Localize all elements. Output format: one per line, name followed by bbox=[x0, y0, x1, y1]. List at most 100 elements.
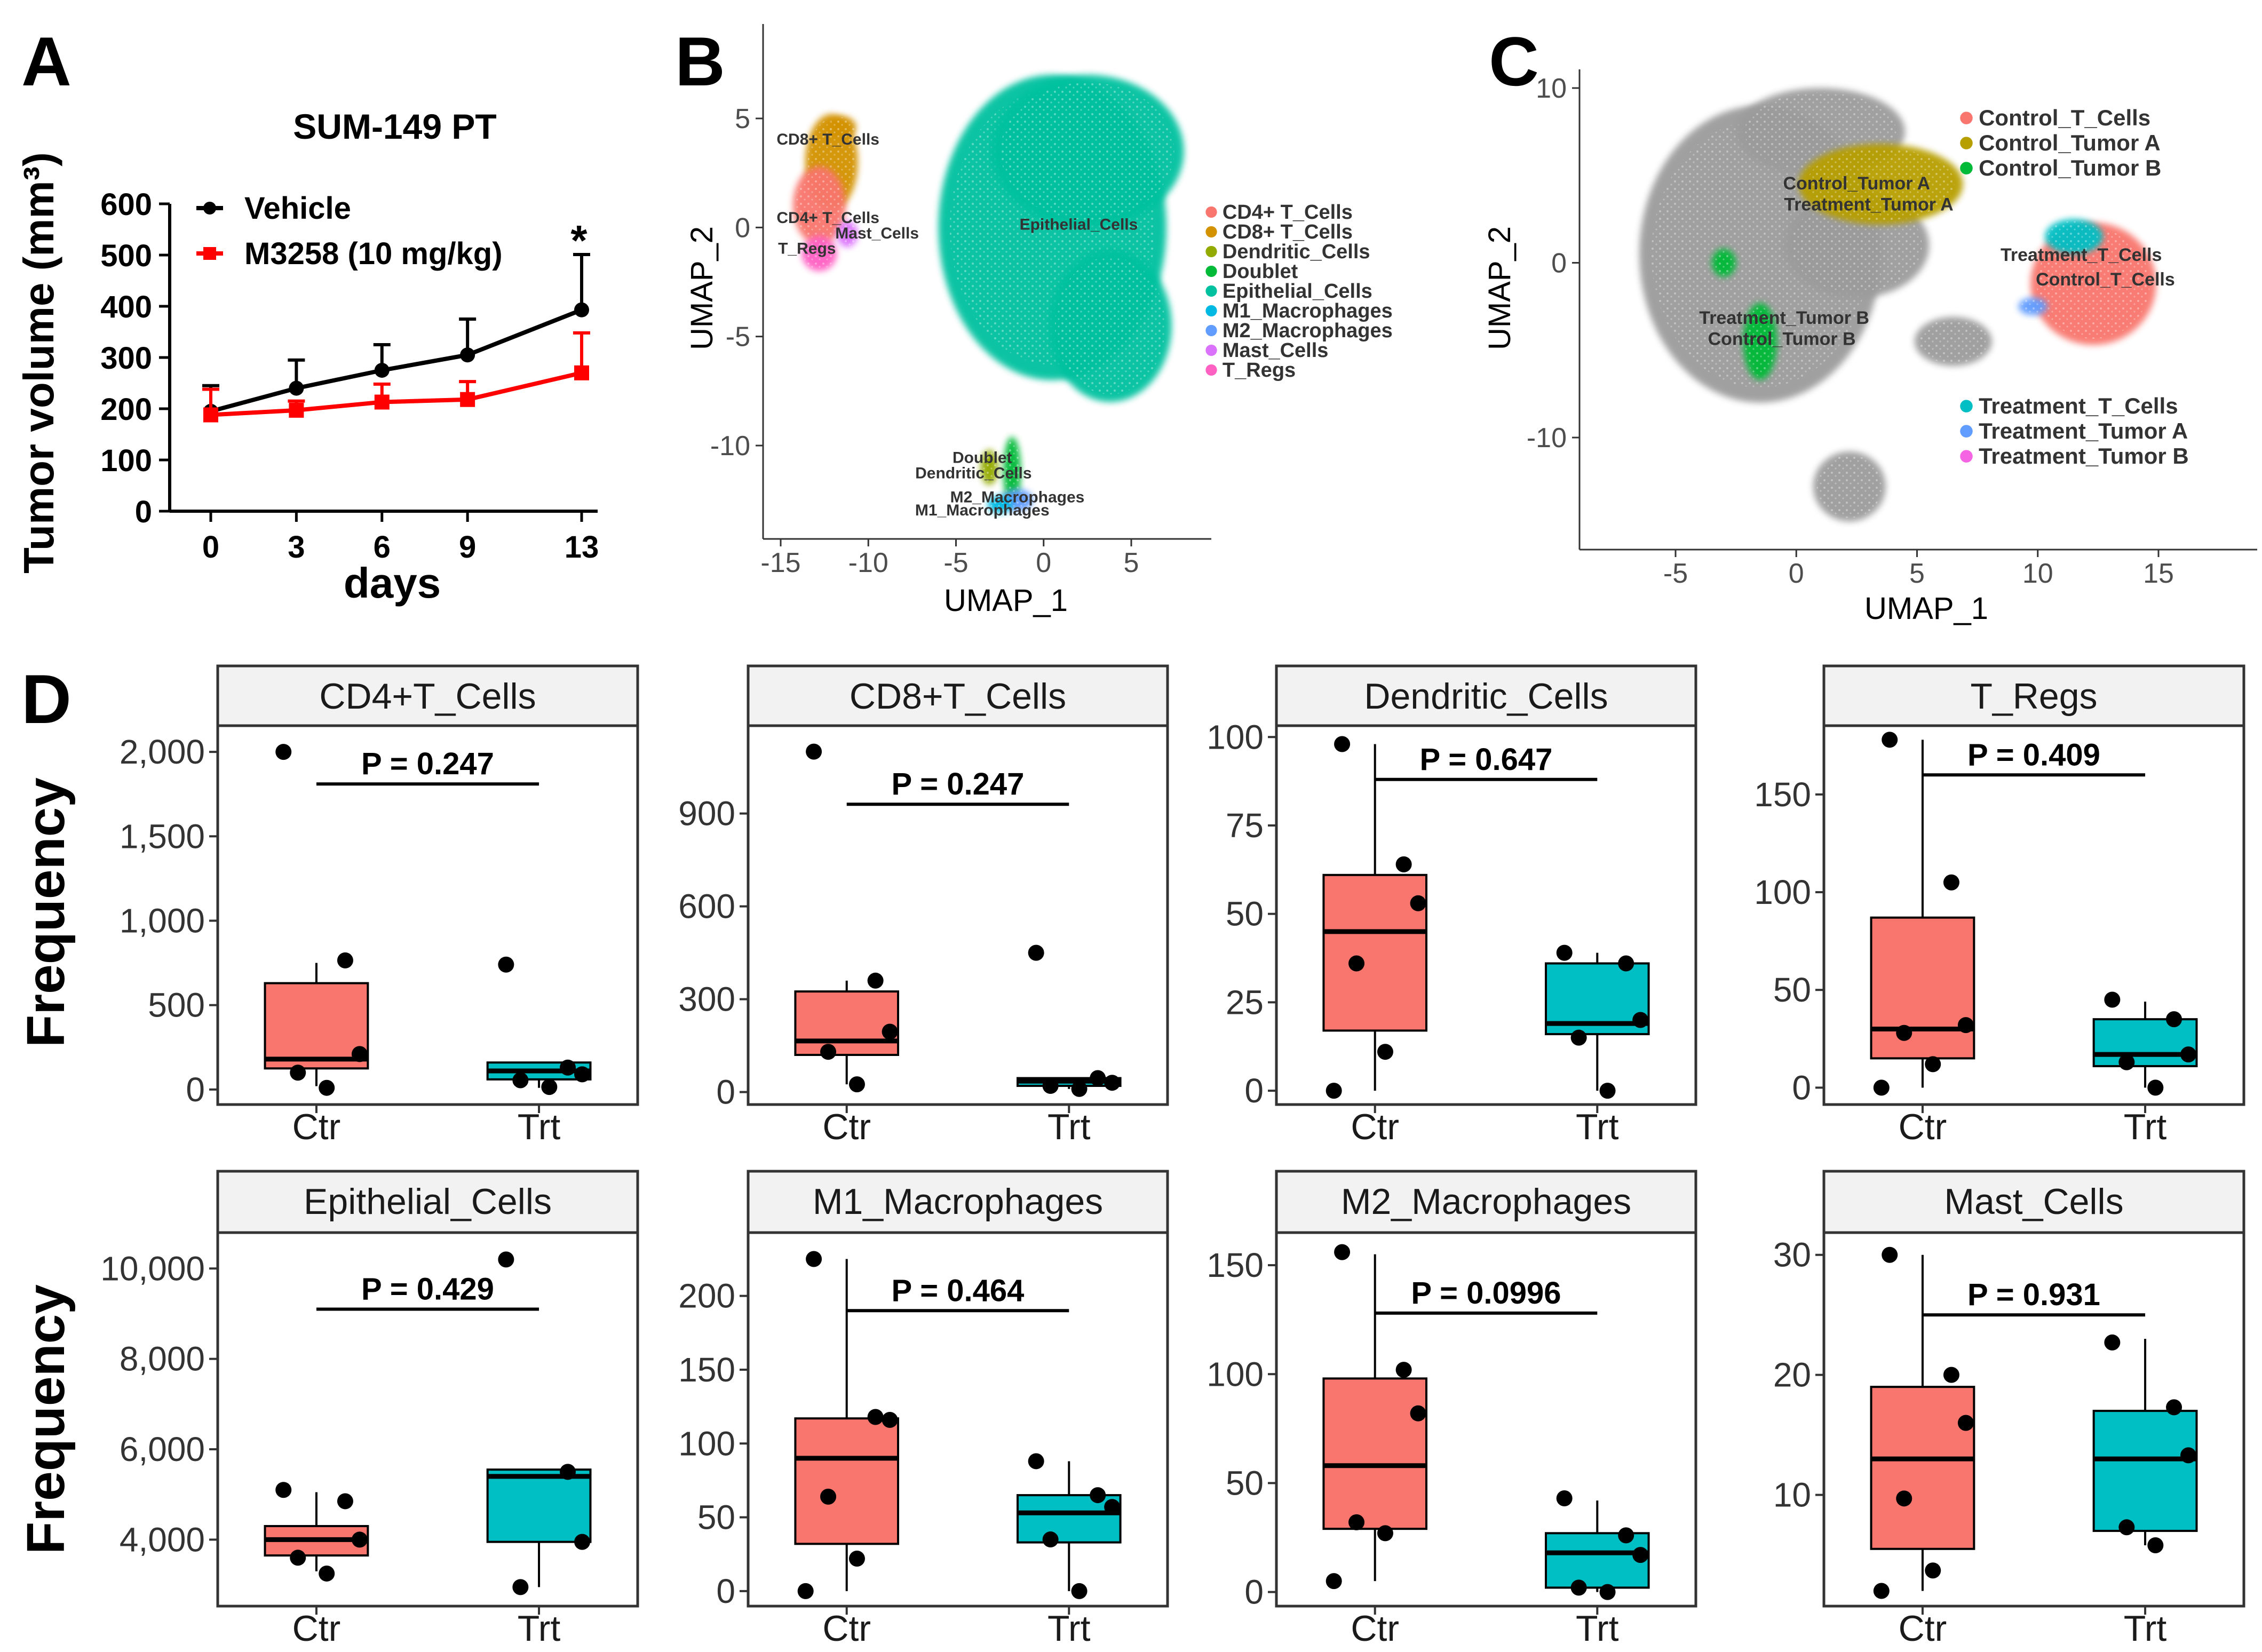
data-point bbox=[882, 1023, 898, 1040]
legend-label-treatment-t-cells: Treatment_T_Cells bbox=[1979, 393, 2178, 418]
panel-border bbox=[1822, 724, 2245, 1106]
panel-b-x-label: UMAP_1 bbox=[944, 583, 1068, 618]
cluster-label-cd8-t-cells: CD8+ T_Cells bbox=[776, 131, 879, 148]
box-trt bbox=[2092, 991, 2198, 1096]
box-trt bbox=[486, 1251, 592, 1595]
data-point bbox=[806, 1251, 822, 1267]
panel-border bbox=[1275, 1231, 1697, 1608]
box-trt bbox=[2092, 1334, 2198, 1554]
p-value-label: P = 0.464 bbox=[892, 1273, 1025, 1308]
p-value-label: P = 0.409 bbox=[1967, 737, 2100, 772]
y-tick-label: 600 bbox=[678, 887, 735, 926]
data-point bbox=[1395, 1362, 1412, 1378]
x-tick-label-ctr: Ctr bbox=[822, 1608, 871, 1649]
y-tick-label: 0 bbox=[716, 1073, 735, 1111]
y-tick-label: 500 bbox=[148, 986, 205, 1024]
legend-label-t-regs: T_Regs bbox=[1223, 359, 1296, 382]
x-tick-label-trt: Trt bbox=[2124, 1608, 2167, 1649]
data-point bbox=[1943, 1367, 1959, 1383]
p-value-label: P = 0.247 bbox=[892, 767, 1025, 801]
x-tick-label-ctr: Ctr bbox=[1351, 1608, 1399, 1649]
data-point bbox=[848, 1551, 865, 1567]
iqr-box bbox=[1870, 916, 1975, 1060]
legend-key-mast-cells bbox=[1205, 344, 1217, 356]
cluster-label-m1-macrophages: M1_Macrophages bbox=[915, 502, 1050, 519]
y-tick-label: 6,000 bbox=[120, 1430, 205, 1468]
y-tick-label: 100 bbox=[678, 1424, 735, 1463]
box-trt bbox=[1017, 1453, 1122, 1599]
series-vehicle bbox=[202, 253, 590, 419]
cluster-texture bbox=[829, 117, 855, 137]
boxplot-epithelial-cells: Epithelial_Cells 4,000 6,000 8,000 10,000 Ctr… bbox=[100, 1170, 639, 1649]
panel-border bbox=[216, 724, 639, 1106]
data-point bbox=[1896, 1024, 1912, 1041]
y-tick-label: 100 bbox=[100, 443, 152, 478]
x-tick-label: 6 bbox=[374, 530, 391, 565]
data-point bbox=[2104, 991, 2121, 1008]
x-tick-label-trt: Trt bbox=[1047, 1107, 1091, 1147]
y-tick-label: 200 bbox=[100, 392, 152, 427]
legend-key-doublet bbox=[1205, 265, 1217, 277]
x-tick-label: 9 bbox=[459, 530, 476, 565]
data-point bbox=[351, 1046, 368, 1062]
boxplot-m1-macrophages: M1_Macrophages 0 50 100 150 200 Ctr Trt P = 0.46… bbox=[678, 1170, 1169, 1649]
data-point bbox=[2166, 1011, 2182, 1028]
panel-label-a: A bbox=[21, 22, 72, 100]
iqr-box bbox=[794, 990, 899, 1056]
data-point bbox=[1028, 1453, 1044, 1470]
data-point bbox=[1348, 1514, 1365, 1530]
y-tick-label: -10 bbox=[1527, 423, 1567, 454]
panel-b-umap: UMAP_2 UMAP_1 -15 -10 -5 0 5 5 0 -5 -10 CD8+ T_C… bbox=[685, 24, 1393, 618]
cluster-texture bbox=[2020, 298, 2046, 315]
data-point bbox=[1334, 736, 1351, 752]
data-point bbox=[1618, 955, 1634, 972]
cluster-texture bbox=[988, 496, 1011, 513]
p-value-label: P = 0.0996 bbox=[1411, 1276, 1561, 1311]
y-tick-label: 0 bbox=[1551, 248, 1567, 279]
x-tick-label: 15 bbox=[2143, 558, 2174, 589]
iqr-box bbox=[1545, 1532, 1650, 1589]
box-ctr bbox=[1322, 736, 1427, 1099]
x-tick-label-trt: Trt bbox=[1576, 1107, 1619, 1147]
data-point bbox=[1957, 1017, 1974, 1034]
y-tick-label: 150 bbox=[678, 1351, 735, 1389]
data-point bbox=[1957, 1415, 1974, 1431]
data-point bbox=[1377, 1525, 1393, 1542]
x-tick-label-ctr: Ctr bbox=[292, 1608, 341, 1649]
data-point bbox=[1556, 944, 1573, 961]
data-point bbox=[574, 302, 589, 317]
legend-label-mast-cells: Mast_Cells bbox=[1223, 339, 1329, 362]
y-tick-label: 50 bbox=[697, 1498, 735, 1537]
data-point bbox=[2104, 1334, 2121, 1351]
facet-title: Epithelial_Cells bbox=[304, 1181, 552, 1222]
box-ctr bbox=[1870, 732, 1975, 1096]
iqr-box bbox=[794, 1417, 899, 1545]
facet-title: M2_Macrophages bbox=[1341, 1181, 1631, 1222]
x-tick-label: 0 bbox=[202, 530, 219, 565]
cluster-texture bbox=[1055, 257, 1166, 394]
cluster-label-m2-macrophages: M2_Macrophages bbox=[950, 488, 1085, 506]
data-point bbox=[1090, 1070, 1106, 1086]
data-point bbox=[1599, 1083, 1616, 1099]
legend-key-control-tumor-b bbox=[1960, 162, 1973, 174]
x-tick-label-trt: Trt bbox=[1047, 1608, 1091, 1649]
cluster-texture bbox=[1807, 148, 1955, 220]
p-value-label: P = 0.931 bbox=[1967, 1277, 2100, 1312]
data-point bbox=[848, 1076, 865, 1093]
legend-key-t-regs bbox=[1205, 364, 1217, 376]
x-tick-label-ctr: Ctr bbox=[822, 1107, 871, 1147]
significance-star: * bbox=[570, 217, 588, 264]
panel-a-y-label: Tumor volume (mm³) bbox=[15, 152, 62, 574]
legend-key-control-tumor-a bbox=[1960, 137, 1973, 149]
x-tick-label-trt: Trt bbox=[2124, 1107, 2167, 1147]
data-point bbox=[2118, 1054, 2135, 1070]
y-tick-label: 0 bbox=[735, 212, 750, 243]
y-tick-label: 0 bbox=[1244, 1071, 1264, 1110]
y-tick-label: -5 bbox=[726, 322, 750, 353]
y-tick-label: 10,000 bbox=[100, 1249, 205, 1288]
legend-label-doublet: Doublet bbox=[1223, 260, 1298, 283]
cluster-texture bbox=[1918, 319, 1988, 364]
box-ctr bbox=[794, 1251, 899, 1599]
data-point bbox=[337, 952, 353, 968]
y-tick-label: 10 bbox=[1536, 73, 1567, 104]
